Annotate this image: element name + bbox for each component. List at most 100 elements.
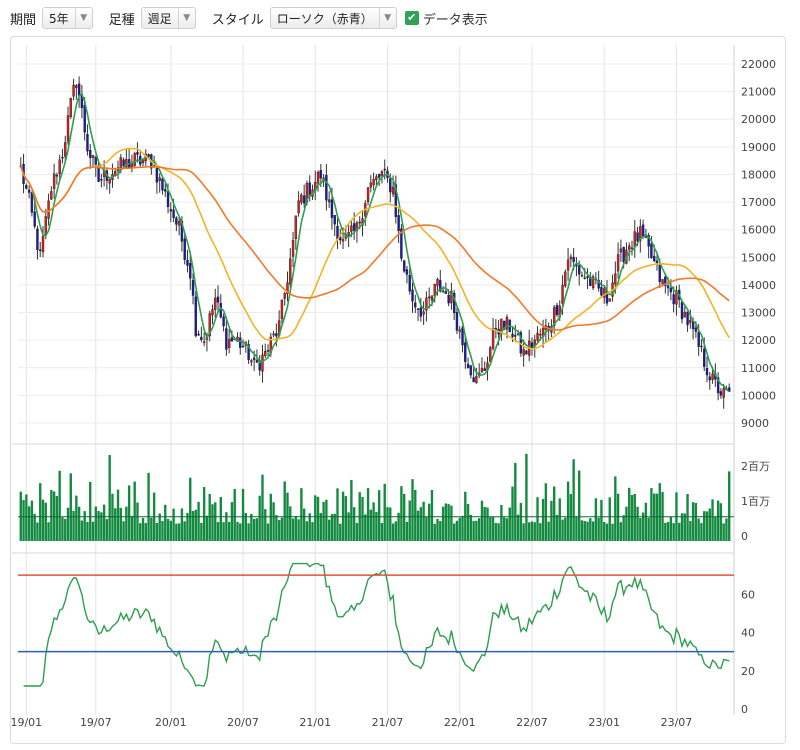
volume-bar [258, 495, 261, 541]
volume-bar [164, 504, 167, 541]
volume-bar [216, 522, 220, 541]
candle [716, 377, 720, 394]
candle [450, 291, 453, 304]
volume-bar [189, 477, 192, 541]
volume-bar [539, 523, 542, 541]
volume-bar [55, 496, 59, 541]
style-label: スタイル [211, 12, 264, 28]
candle [644, 236, 648, 238]
candle-select[interactable]: 週足 ▼ [140, 7, 196, 29]
volume-bar [444, 503, 448, 541]
candle [239, 337, 242, 348]
candle [419, 307, 423, 317]
volume-bar [653, 493, 656, 541]
style-select[interactable]: ローソク（赤青） ▼ [269, 7, 397, 29]
candle [672, 294, 675, 305]
volume-bar [414, 489, 417, 541]
price-tick-label: 20000 [741, 113, 776, 126]
candle [36, 228, 39, 251]
candle [169, 209, 173, 212]
volume-bar [650, 488, 653, 541]
volume-bar [219, 497, 222, 541]
volume-bar [41, 499, 45, 541]
volume-bar [136, 502, 139, 541]
volume-bar [372, 502, 375, 541]
volume-bar [461, 515, 464, 541]
volume-bar [352, 507, 356, 541]
volume-bar [689, 520, 692, 541]
volume-bar [628, 487, 631, 541]
volume-bar [553, 486, 556, 541]
volume-bar [655, 493, 659, 541]
data-display-checkbox[interactable]: ✔ データ表示 [404, 9, 488, 28]
volume-bar [275, 515, 278, 541]
volume-bar [436, 518, 439, 541]
volume-bar [319, 513, 323, 541]
candle [525, 350, 528, 355]
candle [425, 297, 428, 311]
price-tick-label: 15000 [741, 251, 776, 264]
volume-bar [316, 496, 320, 541]
candle [225, 328, 228, 350]
candle [461, 327, 464, 346]
volume-bar [497, 523, 500, 541]
candle [719, 391, 723, 396]
volume-bar [339, 523, 342, 541]
volume-bar [528, 522, 531, 541]
volume-bar [244, 512, 248, 541]
period-select[interactable]: 5年 ▼ [42, 7, 93, 29]
candle [439, 280, 442, 292]
volume-bar [119, 507, 122, 541]
volume-bar [64, 518, 67, 541]
volume-bar [269, 493, 273, 541]
volume-bar [422, 501, 425, 541]
volume-bar [714, 516, 717, 541]
candle [94, 157, 97, 165]
x-tick-label: 20/07 [227, 716, 259, 729]
volume-bar [327, 519, 331, 541]
candle [591, 276, 595, 289]
volume-bar [678, 522, 681, 541]
volume-bar [247, 523, 250, 541]
style-select-value: ローソク（赤青） [276, 11, 373, 26]
candle [358, 221, 361, 224]
candle [628, 245, 631, 250]
volume-bar [505, 518, 509, 541]
candle [427, 296, 431, 299]
period-select-value: 5年 [49, 11, 69, 26]
candle [172, 209, 175, 219]
volume-bar [486, 507, 489, 541]
volume-bar [705, 511, 709, 541]
volume-bar [130, 515, 134, 541]
candle [397, 215, 400, 232]
candle [480, 368, 484, 373]
candle [66, 115, 70, 142]
volume-bar [694, 502, 698, 541]
volume-bar [169, 520, 172, 541]
volume-bar [266, 523, 270, 541]
volume-bar [611, 523, 614, 541]
candle [325, 174, 328, 201]
candle [686, 311, 689, 326]
price-tick-label: 19000 [741, 141, 776, 154]
volume-bar [394, 521, 398, 541]
candle [614, 273, 617, 285]
candle [155, 168, 159, 183]
candle [375, 176, 378, 181]
volume-bar [533, 522, 536, 541]
volume-bar [500, 505, 503, 541]
volume-bar [289, 506, 292, 541]
volume-bar [25, 494, 28, 541]
candle [464, 342, 467, 362]
candle [50, 191, 53, 200]
x-tick-label: 22/01 [444, 716, 476, 729]
candle [158, 177, 161, 181]
volume-bar [502, 517, 506, 541]
candle [86, 134, 89, 152]
volume-bar [494, 522, 498, 541]
volume-bar [614, 476, 617, 541]
volume-bar [283, 481, 286, 541]
moving-average-line [20, 93, 730, 393]
volume-bar [83, 511, 86, 541]
